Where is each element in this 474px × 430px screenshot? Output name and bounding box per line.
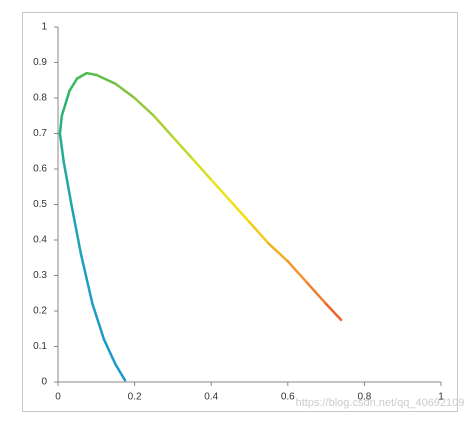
watermark: https://blog.csdn.net/qq_40692109	[296, 397, 465, 409]
curve-segment	[102, 338, 117, 366]
curve-segment	[286, 260, 309, 284]
x-tick-label: 0.8	[357, 392, 371, 403]
curve-segment	[75, 71, 88, 80]
curve-segment	[229, 199, 251, 224]
x-tick-label: 0.6	[281, 392, 295, 403]
y-tick-label: 0.1	[33, 341, 47, 352]
curve-segment	[114, 82, 136, 100]
y-tick-label: 0.2	[33, 306, 47, 317]
curve-segment	[79, 252, 94, 306]
curve-segment	[68, 77, 79, 93]
curve-segment	[171, 135, 194, 160]
curve-segment	[133, 96, 155, 117]
x-tick-label: 0.2	[128, 392, 142, 403]
curve-segment	[152, 114, 175, 139]
x-tick-label: 1	[438, 392, 444, 403]
y-tick-label: 0	[41, 377, 47, 388]
y-tick-label: 0.6	[33, 164, 47, 175]
y-tick-label: 0.4	[33, 235, 47, 246]
y-tick-label: 0.7	[33, 128, 47, 139]
curve-segment	[85, 71, 98, 77]
y-tick-label: 0.5	[33, 199, 47, 210]
x-tick-label: 0.4	[204, 392, 218, 403]
curve-segment	[267, 242, 290, 263]
curve-segment	[209, 178, 232, 203]
curve-segment	[91, 302, 106, 341]
curve-segment	[95, 73, 117, 86]
x-tick-label: 0	[55, 392, 61, 403]
curve-segment	[58, 114, 64, 135]
curve-segment	[62, 160, 73, 206]
y-tick-label: 0.9	[33, 57, 47, 68]
curve-segment	[248, 221, 270, 245]
curve-segment	[114, 363, 127, 382]
y-tick-label: 0.3	[33, 270, 47, 281]
curve-segment	[324, 302, 343, 322]
curve-segment	[190, 157, 213, 181]
curve-segment	[305, 281, 328, 306]
curve-segment	[58, 132, 65, 164]
curve-segment	[60, 89, 71, 117]
curve-segment	[70, 203, 83, 256]
y-tick-label: 0.8	[33, 93, 47, 104]
y-tick-label: 1	[41, 22, 47, 33]
